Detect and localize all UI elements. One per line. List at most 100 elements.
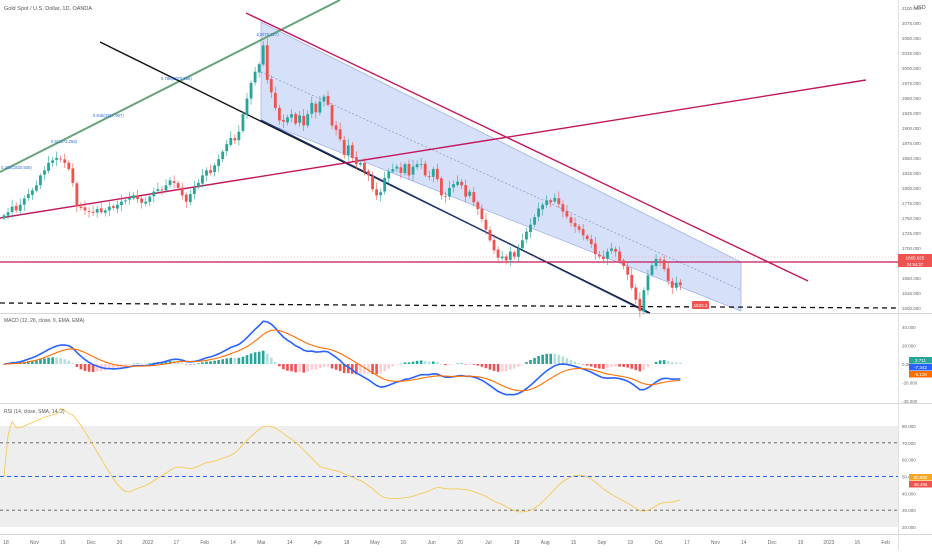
price-tick-label: 1875.000 xyxy=(902,141,921,146)
macd-histogram-bar xyxy=(249,353,253,364)
macd-histogram-bar xyxy=(75,364,79,367)
price-layer: 0.382(1830.936) 0.5(1872.255) 0.618(1917.9… xyxy=(0,0,899,318)
price-candle xyxy=(573,223,577,227)
price-candle xyxy=(47,162,50,171)
price-candle xyxy=(537,208,540,217)
price-candle xyxy=(314,103,318,113)
price-tick-label: 1775.000 xyxy=(902,201,921,206)
price-candle xyxy=(423,163,427,176)
macd-histogram-bar xyxy=(180,362,184,364)
price-candle xyxy=(120,201,123,205)
macd-tick-label: -20.000 xyxy=(902,381,918,386)
macd-histogram-bar xyxy=(488,364,492,370)
macd-histogram-bar xyxy=(577,363,581,364)
macd-histogram-bar xyxy=(581,364,585,365)
rsi-badge: 48.496 xyxy=(914,482,928,487)
price-candle xyxy=(180,187,184,196)
time-tick-label: 20 xyxy=(117,540,123,546)
price-tick-label: 1975.000 xyxy=(902,81,921,86)
macd-histogram-bar xyxy=(2,364,6,365)
macd-histogram-bar xyxy=(496,364,500,372)
price-tick-label: 1950.000 xyxy=(902,96,921,101)
macd-histogram-bar xyxy=(39,359,42,364)
macd-histogram-bar xyxy=(456,363,459,365)
price-candle xyxy=(172,181,176,183)
price-candle xyxy=(521,240,524,249)
macd-histogram-bar xyxy=(517,364,520,367)
price-candle xyxy=(75,183,79,207)
price-candle xyxy=(95,209,99,213)
price-candle xyxy=(225,144,229,152)
price-candle xyxy=(201,175,204,184)
macd-tick-label: -40.000 xyxy=(902,399,918,404)
macd-tick-label: 20.000 xyxy=(902,344,916,349)
price-candle xyxy=(197,182,200,188)
rsi-tick-label: 80.000 xyxy=(902,424,916,429)
macd-histogram-bar xyxy=(460,363,463,364)
price-candle xyxy=(606,251,609,259)
price-candle xyxy=(160,189,164,191)
price-candle xyxy=(322,96,326,102)
macd-histogram-bar xyxy=(440,363,443,365)
macd-badge-bg xyxy=(909,357,932,364)
time-tick-label: 16 xyxy=(400,540,406,546)
macd-histogram-bar xyxy=(557,354,561,364)
time-tick-label: Jun xyxy=(428,540,436,546)
price-candle xyxy=(128,197,131,200)
time-tick-label: Nov xyxy=(711,540,720,546)
macd-histogram-bar xyxy=(561,356,565,364)
price-candle xyxy=(662,260,666,270)
macd-histogram-bar xyxy=(294,364,297,373)
macd-histogram-bar xyxy=(229,357,233,364)
price-candle xyxy=(610,248,613,251)
macd-histogram-bar xyxy=(35,360,38,364)
price-tick-label: 2075.000 xyxy=(902,21,921,26)
macd-histogram-bar xyxy=(423,361,427,364)
price-candle xyxy=(39,175,42,186)
signal-line xyxy=(3,329,681,392)
price-candle xyxy=(310,102,314,114)
macd-tick-label: 40.000 xyxy=(902,325,916,330)
rsi-ma-line xyxy=(3,407,681,513)
price-candle xyxy=(233,138,237,141)
macd-histogram-bar xyxy=(415,360,419,364)
price-candle xyxy=(427,176,431,177)
macd-histogram-bar xyxy=(395,364,399,365)
price-candle xyxy=(265,45,269,80)
dashed-target-line xyxy=(0,302,899,309)
price-candle xyxy=(209,170,212,173)
macd-histogram-bar xyxy=(270,357,273,364)
macd-badge: 3.711 xyxy=(915,358,926,363)
price-candle xyxy=(674,282,678,288)
macd-histogram-bar xyxy=(399,363,403,365)
price-candle xyxy=(500,256,504,259)
macd-histogram-bar xyxy=(464,364,467,365)
time-tick-label: Feb xyxy=(881,540,890,546)
price-candle xyxy=(375,189,378,196)
price-candle xyxy=(318,101,322,113)
macd-histogram-bar xyxy=(411,361,415,364)
macd-histogram-bar xyxy=(419,360,423,364)
macd-histogram-bar xyxy=(565,358,569,364)
macd-histogram-bar xyxy=(148,363,152,364)
macd-histogram-bar xyxy=(375,364,378,375)
price-candle xyxy=(415,164,419,168)
price-candle xyxy=(261,45,265,65)
price-candle xyxy=(346,145,350,156)
time-tick-label: 19 xyxy=(627,540,633,546)
macd-histogram-bar xyxy=(91,364,95,373)
price-candle xyxy=(354,157,358,165)
macd-histogram-bar xyxy=(585,364,589,366)
macd-histogram-bar xyxy=(666,361,670,364)
rsi-badge-bg xyxy=(909,481,932,488)
price-candle xyxy=(140,198,144,203)
price-candle xyxy=(273,92,277,108)
macd-histogram-bar xyxy=(444,364,447,366)
price-candle xyxy=(593,243,597,255)
price-candle xyxy=(326,95,330,105)
price-candle xyxy=(26,194,30,198)
axes-layer: 2100.000 2075.000 2050.000 2025.000 2000.000… xyxy=(3,6,932,546)
price-candle xyxy=(488,229,492,241)
